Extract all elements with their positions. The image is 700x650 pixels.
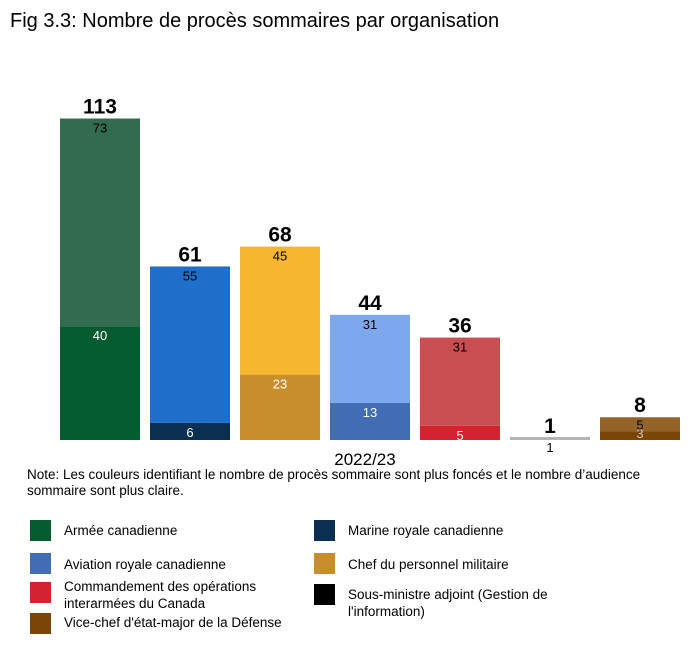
legend-swatch-4	[30, 582, 51, 603]
bar-hearings-1	[150, 266, 230, 423]
legend-swatch-5	[314, 584, 335, 605]
chart-title: Fig 3.3: Nombre de procès sommaires par …	[10, 10, 500, 32]
bar-total-label-4: 36	[448, 315, 471, 338]
legend-label-2: Aviation royale canadienne	[64, 557, 226, 572]
bar-trials-label-6: 3	[636, 426, 643, 441]
bar-hearings-label-5: 1	[546, 440, 553, 455]
legend-swatch-2	[30, 553, 51, 574]
bar-trials-2	[240, 374, 320, 440]
legend-label-0: Armée canadienne	[64, 523, 178, 538]
bar-trials-1	[150, 422, 230, 440]
bar-hearings-0	[60, 118, 140, 327]
bar-trials-3	[330, 403, 410, 440]
bar-hearings-6	[600, 417, 680, 432]
bar-trials-label-2: 23	[273, 377, 287, 392]
legend-label-5: Sous-ministre adjoint (Gestion de l'info…	[348, 587, 548, 619]
legend-label-4: Commandement des opérations interarmées …	[64, 579, 257, 611]
bar-total-label-6: 8	[634, 394, 646, 417]
bar-total-label-2: 68	[268, 224, 292, 247]
bar-hearings-label-2: 45	[273, 249, 287, 264]
legend-swatch-0	[30, 520, 51, 541]
bar-total-label-3: 44	[358, 292, 382, 315]
chart-note: Note: Les couleurs identifiant le nombre…	[27, 467, 641, 498]
legend-label-1: Marine royale canadienne	[348, 523, 504, 538]
bar-hearings-2	[240, 246, 320, 375]
bar-hearings-label-4: 31	[453, 340, 467, 355]
legend-label-6: Vice-chef d'état-major de la Défense	[64, 615, 282, 630]
legend-label-3: Chef du personnel militaire	[348, 557, 509, 572]
legend-swatch-3	[314, 553, 335, 574]
bar-hearings-label-1: 55	[183, 268, 197, 283]
bar-hearings-label-6: 5	[636, 417, 643, 432]
bar-trials-label-3: 13	[363, 405, 377, 420]
bar-hearings-5	[510, 437, 590, 440]
x-axis-category-label: 2022/23	[334, 450, 395, 469]
bar-hearings-4	[420, 337, 500, 426]
legend-swatch-1	[314, 520, 335, 541]
legend-swatch-6	[30, 613, 51, 634]
bar-trials-0	[60, 326, 140, 440]
bar-hearings-label-3: 31	[363, 317, 377, 332]
bar-hearings-3	[330, 314, 410, 404]
bar-total-label-5: 1	[544, 415, 556, 438]
bar-trials-label-1: 6	[186, 425, 193, 440]
bar-hearings-label-0: 73	[93, 121, 107, 136]
bar-trials-6	[600, 431, 680, 440]
bar-trials-label-0: 40	[93, 328, 107, 343]
bar-total-label-0: 113	[83, 96, 117, 119]
bar-trials-4	[420, 425, 500, 440]
bar-total-label-1: 61	[178, 243, 202, 266]
bar-trials-label-4: 5	[456, 428, 463, 443]
